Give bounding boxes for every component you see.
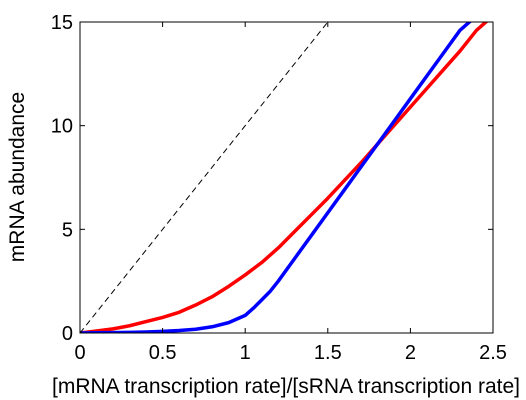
x-tick-label: 1.5 bbox=[314, 342, 342, 364]
series-layer bbox=[80, 22, 489, 333]
x-axis-label: [mRNA transcription rate]/[sRNA transcri… bbox=[52, 375, 520, 398]
x-tick-label: 2 bbox=[405, 342, 416, 364]
plot-frame bbox=[79, 21, 494, 334]
series-line-1 bbox=[80, 22, 489, 333]
x-tick-label: 0.5 bbox=[149, 342, 177, 364]
y-axis-label: mRNA abundance bbox=[6, 92, 29, 262]
series-line-3 bbox=[80, 22, 329, 333]
x-tick-label: 2.5 bbox=[479, 342, 507, 364]
x-tick-label: 1 bbox=[240, 342, 251, 364]
y-tick-label: 10 bbox=[51, 116, 73, 138]
y-tick-label: 5 bbox=[62, 219, 73, 241]
y-tick-label: 15 bbox=[51, 12, 73, 34]
series-line-2 bbox=[80, 22, 473, 333]
y-tick-label: 0 bbox=[62, 323, 73, 345]
x-tick-label: 0 bbox=[74, 342, 85, 364]
ticks-layer: 0 0.5 1 1.5 2 2.5 0 5 10 15 bbox=[51, 12, 507, 364]
